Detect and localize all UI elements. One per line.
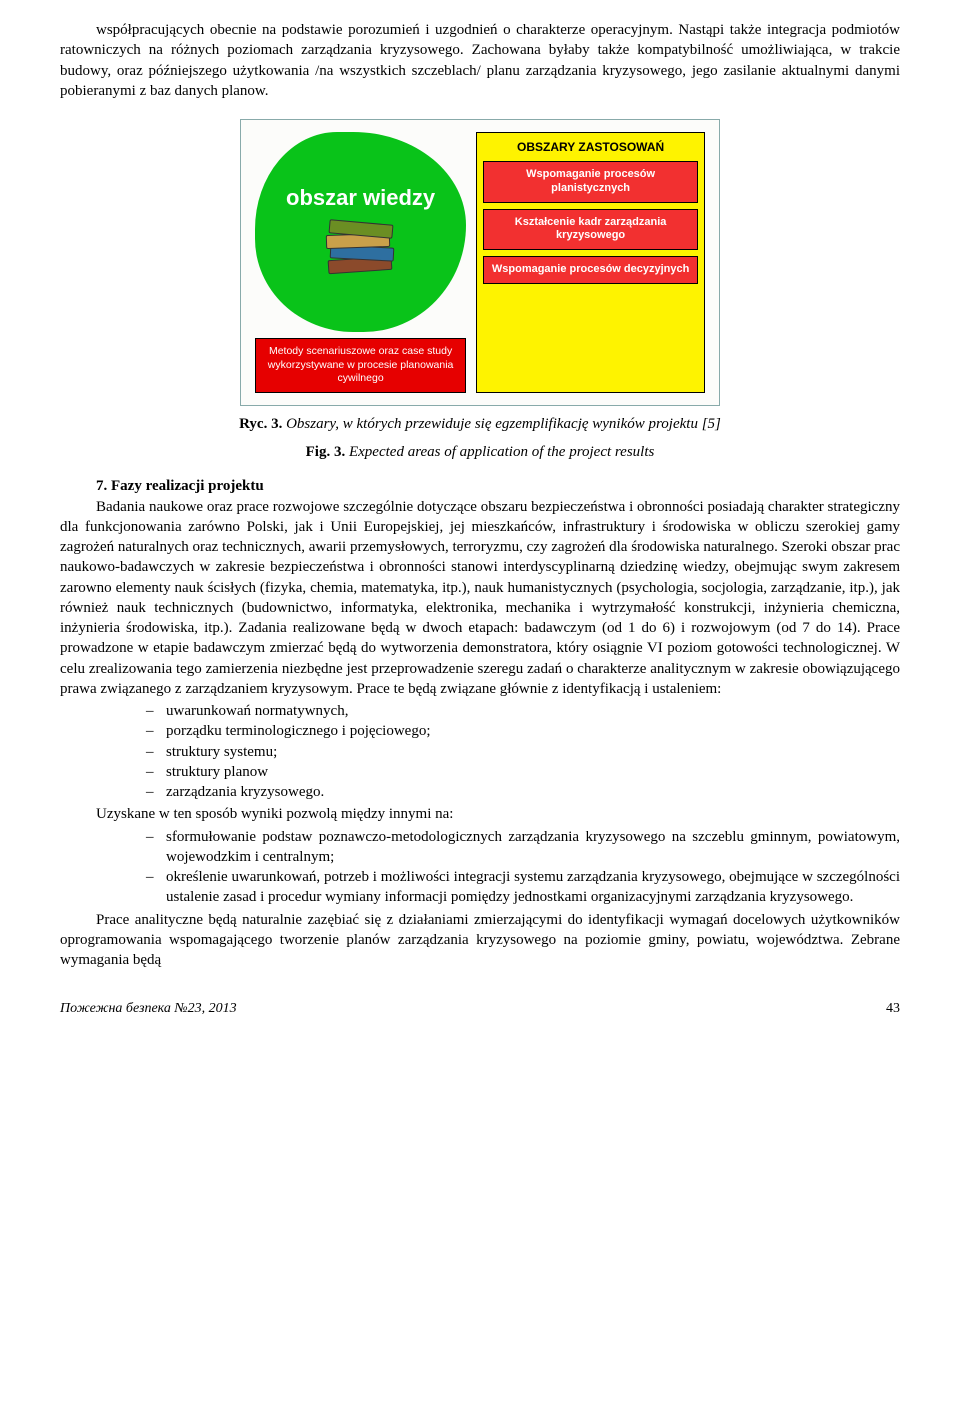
figure-3: obszar wiedzy Metody scenariuszowe oraz … [240, 119, 720, 406]
list-item: struktury systemu; [146, 742, 900, 762]
caption-text-en: Expected areas of application of the pro… [349, 444, 654, 460]
figure-right-column: OBSZARY ZASTOSOWAŃ Wspomaganie procesów … [476, 132, 705, 393]
methods-box: Metody scenariuszowe oraz case study wyk… [255, 338, 466, 393]
mid-sentence: Uzyskane w ten sposób wyniki pozwolą mię… [60, 804, 900, 824]
knowledge-area-shape: obszar wiedzy [255, 132, 466, 332]
figure-left-column: obszar wiedzy Metody scenariuszowe oraz … [255, 132, 466, 393]
page-footer: Пожежна безпека №23, 2013 43 [60, 1000, 900, 1019]
list-item: sformułowanie podstaw poznawczo-metodolo… [146, 827, 900, 868]
caption-label-pl: Ryc. 3. [239, 416, 282, 432]
section-7-body: Badania naukowe oraz prace rozwojowe szc… [60, 497, 900, 700]
intro-paragraph: współpracujących obecnie na podstawie po… [60, 20, 900, 101]
list-item: określenie uwarunkowań, potrzeb i możliw… [146, 867, 900, 908]
list-2: sformułowanie podstaw poznawczo-metodolo… [146, 827, 900, 908]
list-item: uwarunkowań normatywnych, [146, 701, 900, 721]
list-1: uwarunkowań normatywnych,porządku termin… [146, 701, 900, 802]
application-box-1: Wspomaganie procesów planistycznych [483, 161, 698, 203]
list-item: porządku terminologicznego i pojęciowego… [146, 721, 900, 741]
figure-caption-en: Fig. 3. Expected areas of application of… [60, 442, 900, 462]
figure-caption-pl: Ryc. 3. Obszary, w których przewiduje si… [60, 414, 900, 434]
application-areas-heading: OBSZARY ZASTOSOWAŃ [483, 139, 698, 155]
books-icon [326, 218, 396, 278]
application-box-3: Wspomaganie procesów decyzyjnych [483, 256, 698, 284]
caption-text-pl: Obszary, w których przewiduje się egzemp… [286, 416, 721, 432]
list-item: zarządzania kryzysowego. [146, 782, 900, 802]
tail-paragraph: Prace analityczne będą naturalnie zazębi… [60, 910, 900, 971]
application-box-2: Kształcenie kadr zarządzania kryzysowego [483, 209, 698, 251]
figure-inner: obszar wiedzy Metody scenariuszowe oraz … [255, 132, 705, 393]
application-areas-panel: OBSZARY ZASTOSOWAŃ Wspomaganie procesów … [476, 132, 705, 393]
caption-label-en: Fig. 3. [306, 444, 346, 460]
footer-page-number: 43 [886, 1000, 900, 1019]
section-7: 7. Fazy realizacji projektu [60, 476, 900, 496]
section-7-heading: 7. Fazy realizacji projektu [96, 478, 264, 494]
footer-journal: Пожежна безпека №23, 2013 [60, 1000, 237, 1019]
list-item: struktury planow [146, 762, 900, 782]
knowledge-area-label: obszar wiedzy [286, 186, 435, 210]
